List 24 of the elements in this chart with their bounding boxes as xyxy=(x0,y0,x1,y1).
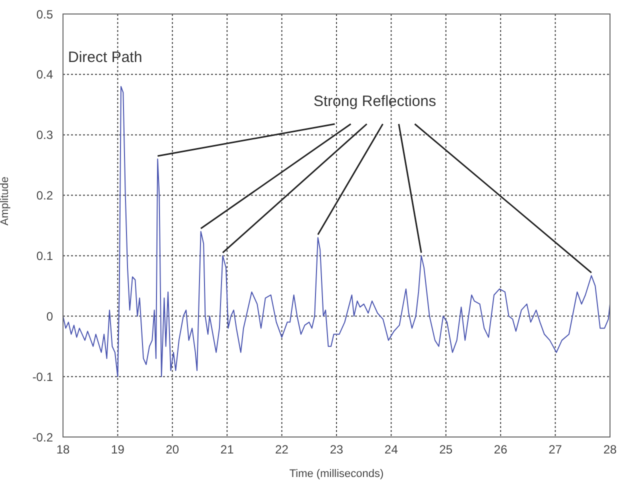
x-tick-label: 27 xyxy=(548,442,562,457)
x-tick-label: 19 xyxy=(111,442,125,457)
x-tick-label: 26 xyxy=(494,442,508,457)
x-axis-title: Time (milliseconds) xyxy=(289,468,384,480)
line-series xyxy=(63,86,610,378)
x-tick-label: 24 xyxy=(384,442,398,457)
x-tick-label: 23 xyxy=(330,442,344,457)
y-tick-label: 0.2 xyxy=(36,188,54,203)
x-tick-label: 20 xyxy=(166,442,180,457)
y-tick-label: 0.4 xyxy=(36,68,54,82)
y-tick-label: -0.1 xyxy=(32,370,54,384)
annotation: Strong Reflections xyxy=(314,93,436,110)
y-tick-label: 0.3 xyxy=(36,128,54,142)
x-tick-label: 28 xyxy=(603,442,617,457)
x-tick-label: 18 xyxy=(56,442,70,457)
x-tick-label: 21 xyxy=(220,442,234,457)
annotation: Direct Path xyxy=(68,49,142,66)
y-tick-label: -0.2 xyxy=(32,430,54,444)
y-tick-label: 0.1 xyxy=(36,248,54,263)
y-axis-title: Amplitude xyxy=(0,176,11,226)
x-tick-label: 25 xyxy=(439,442,453,457)
y-tick-label: 0.5 xyxy=(36,7,54,22)
x-tick-label: 22 xyxy=(275,442,289,457)
y-tick-label: 0 xyxy=(46,309,54,324)
